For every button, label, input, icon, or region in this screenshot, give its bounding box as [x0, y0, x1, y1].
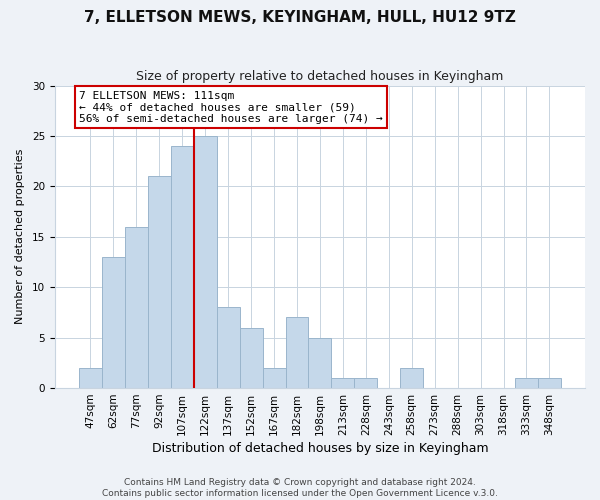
Bar	[400, 368, 423, 388]
Bar	[331, 378, 355, 388]
Bar	[79, 368, 102, 388]
Bar	[217, 308, 239, 388]
Text: 7 ELLETSON MEWS: 111sqm
← 44% of detached houses are smaller (59)
56% of semi-de: 7 ELLETSON MEWS: 111sqm ← 44% of detache…	[79, 90, 383, 124]
Bar	[263, 368, 286, 388]
Bar	[308, 338, 331, 388]
Bar	[538, 378, 561, 388]
Bar	[171, 146, 194, 388]
Title: Size of property relative to detached houses in Keyingham: Size of property relative to detached ho…	[136, 70, 503, 83]
Bar	[239, 328, 263, 388]
Bar	[102, 257, 125, 388]
Bar	[148, 176, 171, 388]
Bar	[125, 226, 148, 388]
Text: Contains HM Land Registry data © Crown copyright and database right 2024.
Contai: Contains HM Land Registry data © Crown c…	[102, 478, 498, 498]
Bar	[515, 378, 538, 388]
Text: 7, ELLETSON MEWS, KEYINGHAM, HULL, HU12 9TZ: 7, ELLETSON MEWS, KEYINGHAM, HULL, HU12 …	[84, 10, 516, 25]
Bar	[194, 136, 217, 388]
X-axis label: Distribution of detached houses by size in Keyingham: Distribution of detached houses by size …	[152, 442, 488, 455]
Bar	[355, 378, 377, 388]
Bar	[286, 318, 308, 388]
Y-axis label: Number of detached properties: Number of detached properties	[15, 149, 25, 324]
